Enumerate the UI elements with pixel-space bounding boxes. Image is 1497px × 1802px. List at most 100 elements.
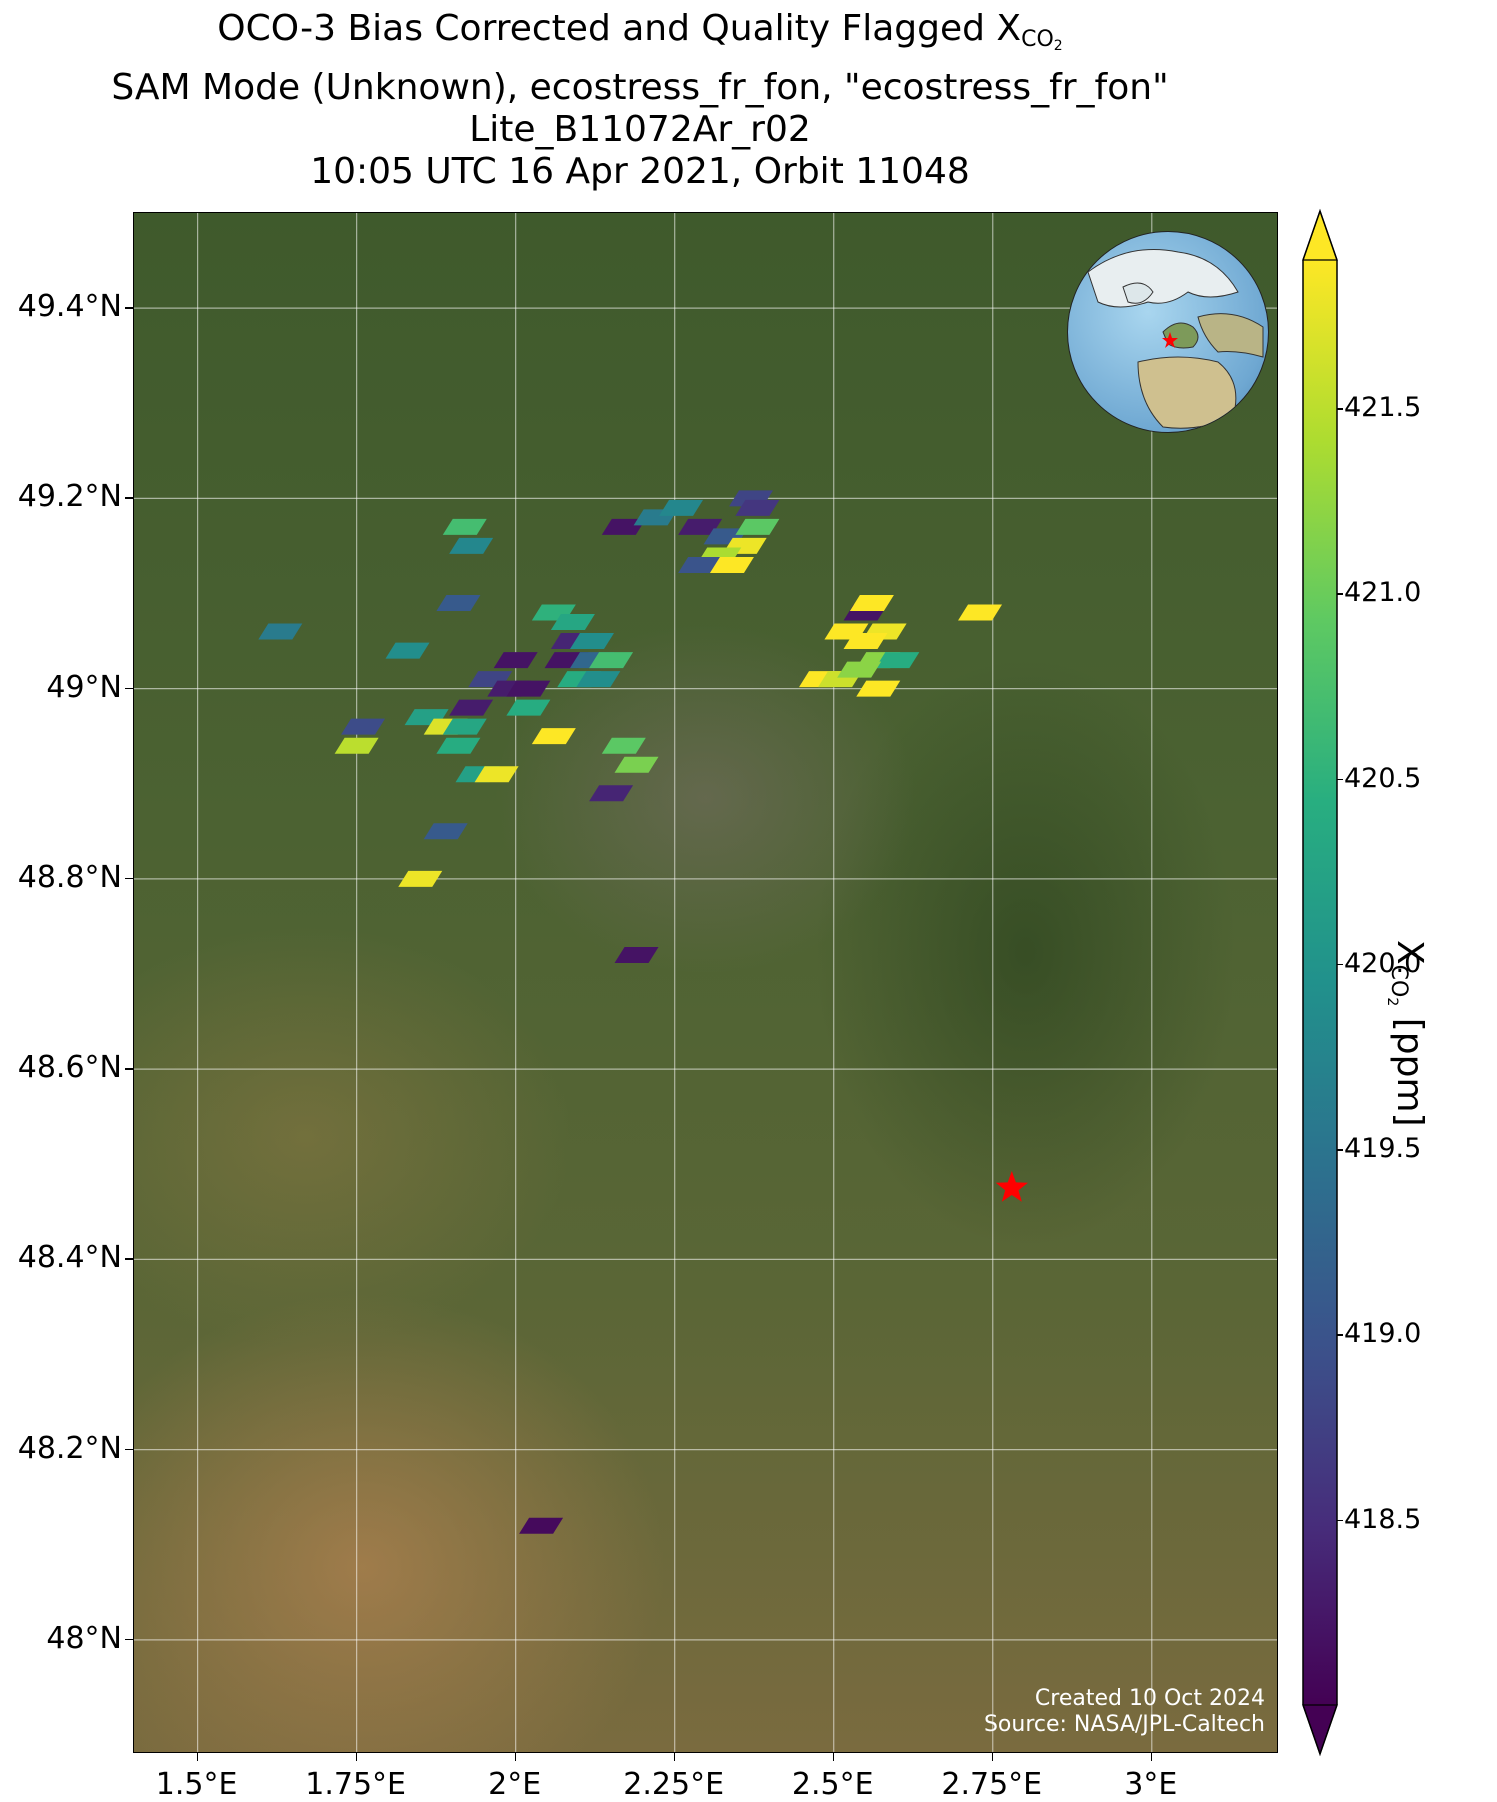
sounding-footprint: [442, 718, 487, 735]
sounding-footprint: [449, 699, 494, 716]
colorbar-tick-label: 421.0: [1344, 577, 1422, 609]
title-line-4: 10:05 UTC 16 Apr 2021, Orbit 11048: [310, 151, 970, 192]
lon-tick-mark: [673, 1753, 676, 1761]
lat-tick-mark: [125, 1068, 133, 1070]
colorbar-min-extend: [1302, 1704, 1338, 1756]
sounding-footprint: [735, 499, 780, 516]
colorbar-tick-label: 418.5: [1344, 1503, 1422, 1535]
sounding-footprint: [601, 737, 646, 754]
sounding-footprint: [506, 680, 551, 697]
sounding-footprint: [493, 652, 538, 669]
lon-tick-mark: [196, 1753, 199, 1761]
lon-tick-label: 1.5°E: [155, 1767, 238, 1802]
lon-tick-label: 2.25°E: [623, 1767, 725, 1802]
sounding-footprint: [589, 785, 634, 802]
colorbar-tick-label: 420.0: [1344, 947, 1422, 979]
colorbar-tick-label: 421.5: [1344, 392, 1422, 424]
sounding-footprint: [709, 556, 754, 573]
sounding-footprint: [678, 518, 723, 535]
globe-icon: [1087, 249, 1264, 429]
sounding-footprint: [334, 737, 379, 754]
lat-tick-mark: [125, 687, 133, 690]
lon-tick-label: 1.75°E: [305, 1767, 407, 1802]
sounding-footprint: [385, 642, 430, 659]
globe-target-star: [1162, 332, 1178, 348]
lat-tick-label: 48.2°N: [17, 1430, 122, 1466]
lat-tick-label: 49.2°N: [17, 479, 122, 515]
lon-tick-label: 2.5°E: [791, 1767, 874, 1802]
colorbar-tick-label: 420.5: [1344, 762, 1422, 794]
map-credit: Created 10 Oct 2024 Source: NASA/JPL-Cal…: [984, 1686, 1265, 1738]
colorbar-max-extend: [1302, 209, 1338, 261]
sounding-footprint: [442, 518, 487, 535]
figure-title: OCO-3 Bias Corrected and Quality Flagged…: [0, 8, 1280, 193]
target-star-icon: [995, 1171, 1028, 1202]
sounding-footprint: [735, 518, 780, 535]
colorbar-tick-mark: [1337, 408, 1343, 410]
sounding-footprint: [531, 728, 576, 745]
lat-tick-mark: [125, 1638, 133, 1641]
inset-globe: [1067, 231, 1269, 433]
map-panel: Created 10 Oct 2024 Source: NASA/JPL-Cal…: [133, 212, 1278, 1753]
sounding-footprint: [601, 518, 646, 535]
colorbar-tick-mark: [1337, 593, 1343, 595]
map-overlay: [134, 213, 1277, 1752]
sounding-footprint: [423, 823, 468, 840]
colorbar-tick-mark: [1337, 1149, 1343, 1151]
lat-tick-mark: [125, 877, 133, 880]
lat-tick-label: 49°N: [46, 669, 122, 705]
credit-created: Created 10 Oct 2024: [1034, 1686, 1265, 1711]
sounding-footprint: [519, 1517, 564, 1534]
sounding-footprint: [570, 633, 614, 650]
colorbar-tick-mark: [1337, 963, 1343, 966]
lon-tick-label: 2.75°E: [941, 1767, 1043, 1802]
title-line-1: OCO-3 Bias Corrected and Quality Flagged…: [217, 8, 1063, 54]
lat-tick-label: 49.4°N: [17, 289, 122, 325]
lon-tick-mark: [832, 1753, 835, 1761]
sounding-footprint: [576, 671, 621, 688]
colorbar-body: [1303, 260, 1337, 1705]
colorbar-label: XCO2 [ppm]: [1384, 940, 1430, 1127]
lon-tick-label: 2°E: [488, 1767, 542, 1802]
sounding-footprint: [436, 737, 481, 754]
sounding-footprint: [614, 756, 659, 773]
lat-tick-label: 48.4°N: [17, 1240, 122, 1276]
lon-tick-mark: [514, 1753, 517, 1761]
lat-tick-label: 48.6°N: [17, 1050, 122, 1086]
lat-tick-mark: [125, 307, 133, 309]
colorbar-tick-mark: [1337, 1334, 1343, 1336]
sounding-footprint: [506, 699, 551, 716]
sounding-footprint: [875, 652, 920, 669]
sounding-footprint: [849, 595, 894, 612]
sounding-footprint: [659, 499, 704, 516]
sounding-footprint: [678, 556, 723, 573]
title-line-2: SAM Mode (Unknown), ecostress_fr_fon, "e…: [111, 67, 1169, 108]
colorbar: [1302, 208, 1338, 1757]
lat-tick-mark: [125, 497, 133, 499]
sounding-footprint: [341, 718, 385, 735]
lon-tick-label: 3°E: [1124, 1767, 1178, 1802]
colorbar-tick-mark: [1337, 1519, 1343, 1522]
sounding-footprint: [589, 652, 634, 669]
sounding-footprint: [436, 595, 481, 612]
lon-tick-mark: [991, 1753, 994, 1761]
sounding-footprint: [449, 537, 494, 554]
sounding-footprint: [550, 614, 595, 631]
sounding-footprint: [856, 680, 901, 697]
sounding-footprint: [837, 661, 882, 678]
colorbar-tick-label: 419.0: [1344, 1318, 1422, 1350]
credit-source: Source: NASA/JPL-Caltech: [983, 1712, 1265, 1737]
sounding-footprint: [474, 766, 519, 783]
sounding-footprint: [958, 604, 1003, 621]
sounding-footprint: [258, 623, 303, 640]
sounding-footprint: [843, 633, 888, 650]
sounding-footprint: [398, 870, 443, 887]
lat-tick-mark: [125, 1258, 133, 1260]
title-line-3: Lite_B11072Ar_r02: [469, 109, 811, 150]
lat-tick-label: 48°N: [46, 1620, 122, 1656]
lat-tick-mark: [125, 1448, 133, 1451]
lon-tick-mark: [355, 1753, 358, 1761]
colorbar-tick-label: 419.5: [1344, 1133, 1422, 1165]
lat-tick-label: 48.8°N: [17, 859, 122, 895]
colorbar-tick-mark: [1337, 778, 1343, 781]
